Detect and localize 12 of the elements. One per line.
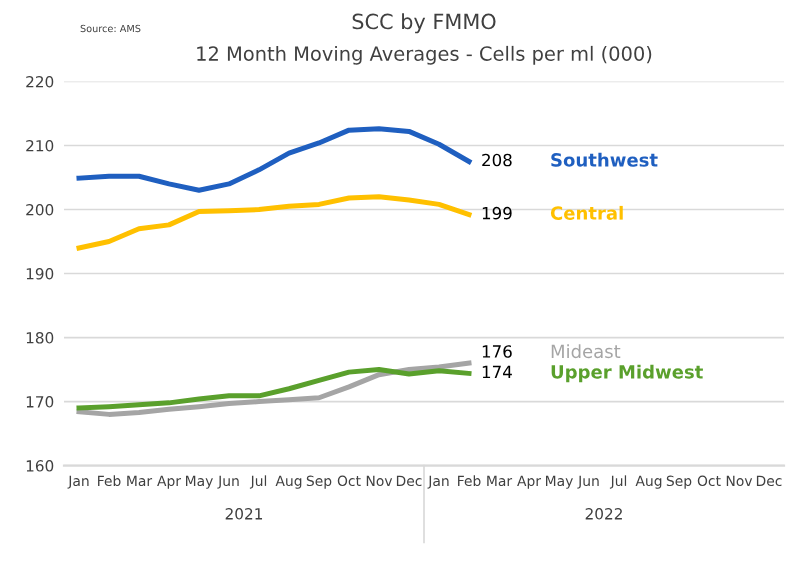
data-label: 176 [482,345,512,358]
data-label: 174 [482,365,512,379]
data-label: 199 [482,206,512,220]
chart-subtitle: 12 Month Moving Averages - Cells per ml (000) [197,45,652,65]
text: Upper Midwest [551,364,703,383]
text: Southwest [551,152,658,167]
line-series [76,194,472,251]
text: Mideast [551,344,621,359]
line-series [76,126,472,193]
text: Central [550,205,623,220]
data-label: 208 [482,153,512,167]
chart-title: SCC by FMMO [352,13,496,34]
